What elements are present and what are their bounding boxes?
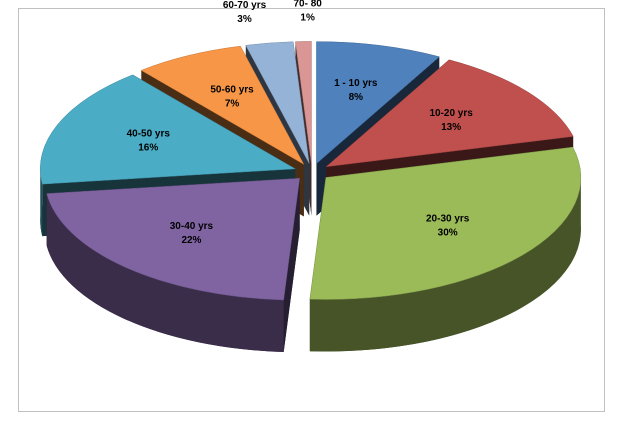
slice-label: 40-50 yrs	[127, 129, 171, 140]
value-label: 1%	[300, 12, 315, 23]
pie-slice	[309, 146, 582, 352]
slice-label: 10-20 yrs	[429, 108, 473, 119]
slice-wall	[309, 177, 581, 352]
value-label: 8%	[349, 92, 364, 103]
slice-top	[295, 41, 312, 164]
slice-wall	[46, 193, 284, 353]
value-label: 30%	[438, 227, 458, 238]
slice-label: 70- 80	[293, 0, 322, 9]
slice-top	[46, 178, 300, 301]
slice-top	[316, 41, 440, 165]
value-label: 3%	[237, 14, 252, 25]
value-label: 7%	[225, 99, 240, 110]
slice-label: 1 - 10 yrs	[334, 78, 378, 89]
value-label: 13%	[441, 122, 461, 133]
slice-label: 30-40 yrs	[170, 221, 214, 232]
slice-label: 50-60 yrs	[210, 85, 254, 96]
slice-label: 20-30 yrs	[426, 213, 470, 224]
pie-slice	[46, 178, 300, 353]
slice-top	[309, 146, 582, 300]
slice-top	[245, 41, 310, 164]
slice-label: 60-70 yrs	[223, 0, 267, 11]
slice-top	[40, 74, 297, 185]
value-label: 22%	[181, 235, 201, 246]
slice-top	[140, 45, 305, 165]
slice-top	[325, 59, 574, 168]
value-label: 16%	[138, 143, 158, 154]
slice-wall	[40, 168, 43, 237]
